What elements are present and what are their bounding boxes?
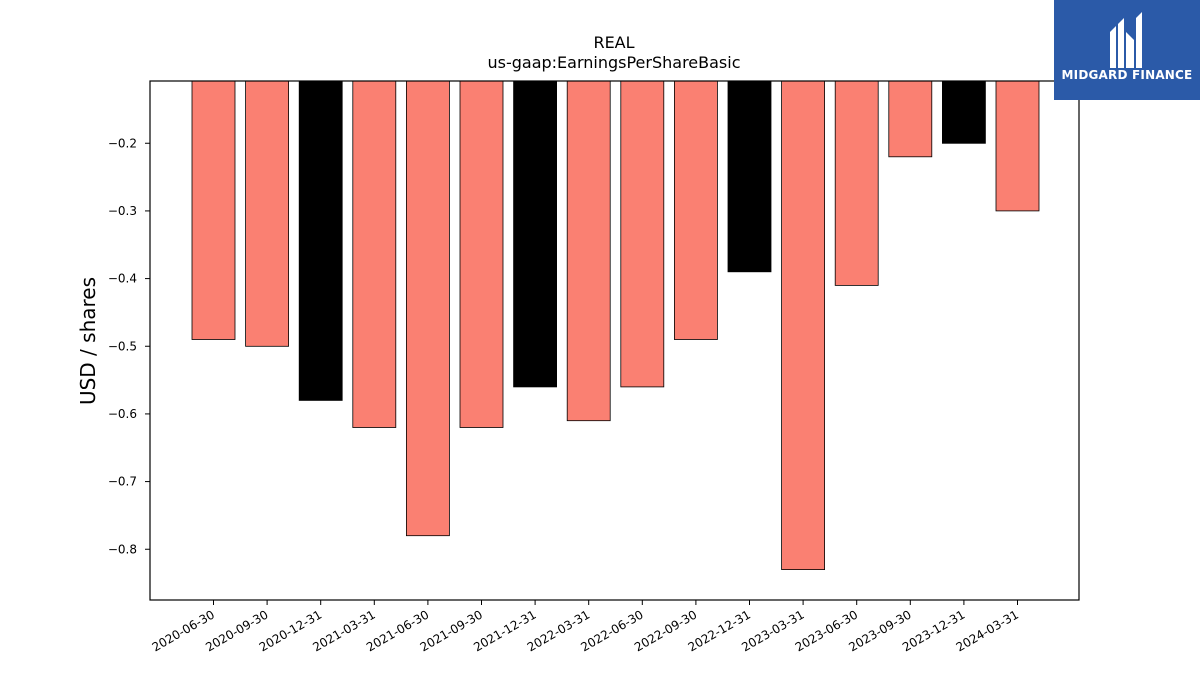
- y-tick-label: −0.8: [108, 542, 137, 556]
- midgard-m-logo-icon: [1110, 12, 1142, 68]
- bar-2020-09-30: [245, 80, 290, 347]
- bar-2021-12-31: [513, 80, 557, 388]
- midgard-finance-logo: MIDGARD FINANCE: [1054, 0, 1200, 100]
- chart-subtitle: us-gaap:EarningsPerShareBasic: [487, 53, 740, 72]
- chart-title: REAL: [593, 33, 634, 52]
- bar-2021-09-30: [459, 80, 504, 428]
- bar-2021-06-30: [405, 80, 450, 537]
- bar-series: [191, 80, 1040, 571]
- bar-2023-09-30: [888, 80, 933, 158]
- bar-2023-03-31: [781, 80, 825, 571]
- y-tick-label: −0.7: [108, 475, 137, 489]
- y-axis: −0.8 −0.7 −0.6 −0.5 −0.4 −0.3 −0.2: [108, 136, 150, 556]
- bar-2022-06-30: [620, 80, 665, 388]
- y-tick-label: −0.4: [108, 272, 137, 286]
- y-tick-label: −0.3: [108, 204, 137, 218]
- brand-name: MIDGARD FINANCE: [1061, 68, 1193, 82]
- bar-2023-06-30: [834, 80, 879, 286]
- y-tick-label: −0.2: [108, 136, 137, 150]
- y-axis-label: USD / shares: [76, 277, 100, 405]
- bar-2022-03-31: [566, 80, 611, 422]
- bar-2022-12-31: [727, 80, 772, 273]
- bar-2023-12-31: [942, 80, 986, 144]
- y-tick-label: −0.5: [108, 339, 137, 353]
- plot-frame: [149, 80, 1080, 601]
- bar-2020-12-31: [298, 80, 343, 401]
- y-tick-label: −0.6: [108, 407, 137, 421]
- bar-2024-03-31: [995, 80, 1040, 212]
- bar-2021-03-31: [352, 80, 397, 428]
- bar-2022-09-30: [674, 80, 718, 340]
- bar-2020-06-30: [191, 80, 236, 340]
- x-axis: 2020-06-302020-09-302020-12-312021-03-31…: [150, 600, 1021, 654]
